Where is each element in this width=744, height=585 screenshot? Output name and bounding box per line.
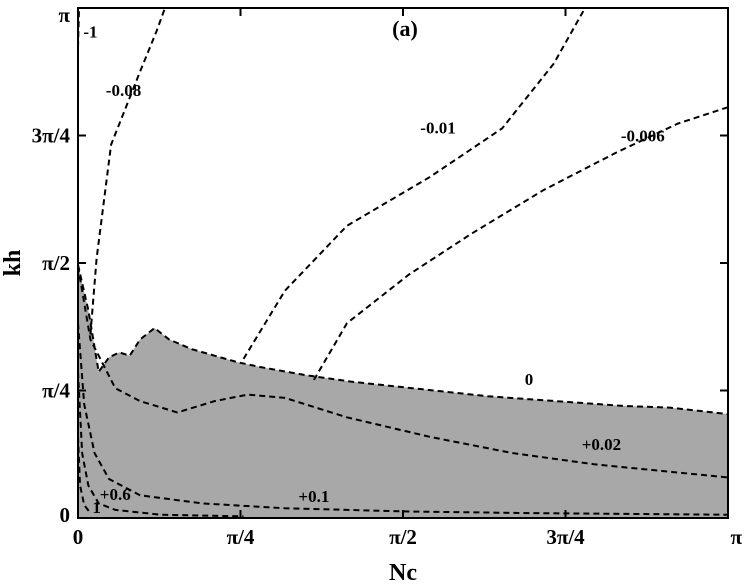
y-axis-title: kh: [0, 250, 26, 277]
contour-line-4: [77, 264, 729, 416]
y-tick-label-4: π: [58, 3, 70, 27]
shaded-region: [78, 264, 728, 518]
contour-label-2: -0.01: [420, 118, 455, 137]
x-tick-labels: 0 π/4 π/2 3π/4 π: [73, 525, 743, 549]
x-tick-label-4: π: [730, 525, 742, 549]
contour-line-1: [89, 7, 166, 335]
contour-line-3: [313, 106, 728, 381]
y-tick-label-2: π/2: [42, 251, 70, 275]
contour-lines: [77, 7, 729, 518]
panel-label: (a): [392, 16, 418, 41]
x-tick-label-0: 0: [73, 525, 84, 549]
contour-line-7: [77, 371, 244, 518]
x-axis-title: Nc: [389, 560, 417, 585]
y-tick-label-1: π/4: [42, 378, 70, 402]
contour-label-3: -0.006: [621, 126, 665, 145]
contour-label-7: +0.6: [100, 485, 131, 504]
contour-label-8: 1: [92, 498, 101, 517]
contour-label-6: +0.1: [298, 487, 329, 506]
contour-label-5: +0.02: [582, 435, 621, 454]
contour-label-1: -0.08: [106, 81, 141, 100]
contour-label-0: -1: [83, 22, 97, 41]
x-tick-label-2: π/2: [389, 525, 417, 549]
x-tick-label-3: 3π/4: [546, 525, 585, 549]
contour-line-5: [77, 266, 728, 479]
contour-line-8: [77, 436, 92, 514]
y-tick-label-0: 0: [60, 503, 71, 527]
contour-labels: -1 -0.08 -0.01 -0.006 0 +0.02 +0.1 +0.61: [83, 22, 664, 517]
contour-line-2: [242, 7, 586, 360]
y-tick-label-3: 3π/4: [32, 123, 71, 147]
y-tick-labels: 0 π/4 π/2 3π/4 π: [32, 3, 71, 527]
axis-ticks: [77, 7, 729, 519]
x-tick-label-1: π/4: [227, 525, 255, 549]
contour-label-4: 0: [525, 370, 534, 389]
stable-region-fill: [78, 264, 728, 518]
